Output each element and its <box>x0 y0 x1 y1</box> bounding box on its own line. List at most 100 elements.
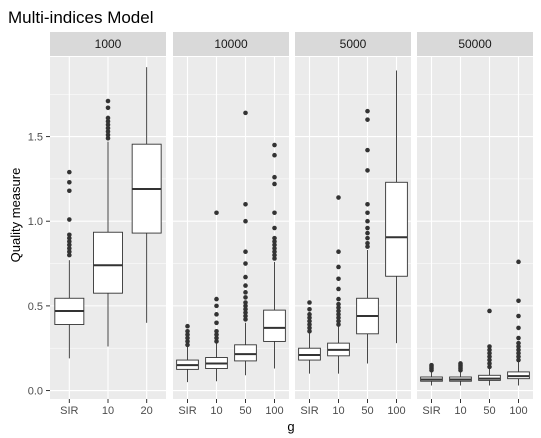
outlier-point <box>67 169 72 175</box>
outlier-point <box>105 105 111 111</box>
y-tick-label: 1.5 <box>28 132 43 144</box>
outlier-point <box>458 361 463 366</box>
outlier-point <box>487 347 492 353</box>
outlier-point <box>336 249 341 255</box>
outlier-point <box>516 335 521 341</box>
outlier-point <box>243 249 248 255</box>
outlier-point <box>336 195 341 200</box>
outlier-point <box>67 179 72 185</box>
boxplot-1000-10 <box>93 98 123 347</box>
outlier-point <box>487 361 492 366</box>
outlier-point <box>243 313 248 319</box>
outlier-point <box>365 235 370 241</box>
outlier-point <box>243 303 248 309</box>
outlier-point <box>516 325 521 331</box>
boxplot-5000-100 <box>385 70 408 344</box>
outlier-point <box>516 350 521 356</box>
box-iqr <box>93 231 123 294</box>
outlier-point <box>336 286 341 292</box>
outlier-point <box>67 249 72 255</box>
outlier-point <box>516 340 521 346</box>
outlier-point <box>67 232 72 238</box>
outlier-point <box>516 298 521 304</box>
outlier-point <box>516 344 521 349</box>
y-axis: 0.0 0.5 1.0 1.5 <box>28 132 50 398</box>
outlier-point <box>105 115 111 121</box>
x-tick-label: SIR <box>422 405 440 417</box>
outlier-point <box>214 210 219 216</box>
outlier-point <box>487 354 492 359</box>
x-tick-label: 100 <box>509 405 527 417</box>
outlier-point <box>185 332 190 337</box>
outlier-point <box>105 129 111 134</box>
outlier-point <box>214 339 219 344</box>
outlier-point <box>307 300 312 305</box>
facet-strip <box>173 32 289 56</box>
facet-panel-1000: 1000 SIR 10 20 <box>50 32 166 417</box>
outlier-point <box>487 357 492 363</box>
y-tick-label: 1.0 <box>28 216 43 228</box>
outlier-point <box>516 313 521 319</box>
outlier-point <box>243 290 248 295</box>
outlier-point <box>365 117 370 122</box>
outlier-point <box>365 240 370 246</box>
facet-strip <box>50 32 166 56</box>
outlier-point <box>105 122 111 128</box>
outlier-point <box>365 218 370 224</box>
outlier-point <box>516 347 521 353</box>
box-iqr <box>385 181 408 277</box>
x-tick-label: SIR <box>60 405 78 417</box>
boxplot-5000-50 <box>356 108 379 364</box>
outlier-point <box>214 320 219 326</box>
facet-strip-label: 50000 <box>458 37 492 51</box>
facet-panel-10000: 10000 SIR 10 50 100 <box>173 32 289 417</box>
x-tick-label: SIR <box>300 405 318 417</box>
facet-strip <box>295 32 411 56</box>
outlier-point <box>307 306 312 312</box>
outlier-point <box>214 328 219 334</box>
outlier-point <box>185 328 190 334</box>
facet-panel-5000: 5000 SIR 10 50 100 <box>295 32 411 417</box>
outlier-point <box>336 312 341 317</box>
boxplot-50000-SIR <box>420 362 443 386</box>
outlier-point <box>307 312 312 317</box>
outlier-point <box>365 230 370 236</box>
x-tick-label: SIR <box>178 405 196 417</box>
panel-background <box>417 57 533 399</box>
x-tick-label: 50 <box>239 405 251 417</box>
outlier-point <box>516 354 521 359</box>
outlier-point <box>336 305 341 310</box>
outlier-point <box>272 246 277 251</box>
outlier-point <box>336 301 341 307</box>
outlier-point <box>214 332 219 337</box>
outlier-point <box>214 312 219 317</box>
outlier-point <box>272 235 277 241</box>
outlier-point <box>487 364 492 370</box>
outlier-point <box>67 239 72 244</box>
facet-panel-50000: 50000 SIR 10 50 100 <box>417 32 533 417</box>
y-tick-label: 0.0 <box>28 386 43 398</box>
outlier-point <box>487 350 492 356</box>
boxplot-50000-10 <box>449 361 472 386</box>
outlier-point <box>307 315 312 321</box>
outlier-point <box>67 235 72 241</box>
x-tick-label: 10 <box>102 405 114 417</box>
x-axis-title: g <box>287 419 294 434</box>
x-tick-label: 100 <box>387 405 405 417</box>
outlier-point <box>105 119 111 124</box>
outlier-point <box>243 283 248 288</box>
outlier-point <box>365 108 370 114</box>
outlier-point <box>105 125 111 131</box>
x-tick-label: 10 <box>454 405 466 417</box>
outlier-point <box>272 252 277 258</box>
outlier-point <box>365 210 370 216</box>
outlier-point <box>243 310 248 315</box>
boxplot-10000-100 <box>263 142 286 369</box>
outlier-point <box>185 323 190 329</box>
outlier-point <box>272 242 277 248</box>
box-iqr <box>263 309 286 342</box>
outlier-point <box>185 339 190 344</box>
outlier-point <box>67 188 72 194</box>
outlier-point <box>487 308 492 314</box>
